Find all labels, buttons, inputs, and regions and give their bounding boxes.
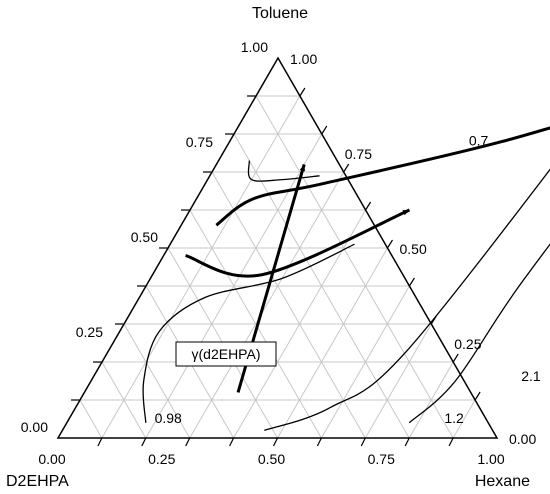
right-tick-label: 1.00	[290, 51, 317, 67]
grid-line	[101, 361, 147, 439]
trajectory-lines	[185, 126, 550, 393]
tick-mark	[185, 437, 191, 447]
grid-line	[277, 247, 388, 439]
grid-lines	[79, 95, 476, 439]
trajectory-line	[236, 163, 306, 393]
contour-label: 2.1	[521, 368, 541, 384]
right-tick-label: 0.00	[509, 431, 536, 447]
grid-line	[364, 323, 432, 439]
tick-mark	[430, 315, 437, 325]
series-label-box	[175, 341, 277, 367]
tick-mark	[272, 437, 279, 447]
tick-mark	[365, 201, 372, 211]
tick-mark	[404, 437, 410, 447]
contour-lines	[142, 160, 550, 432]
tick-mark	[316, 437, 322, 447]
grid-line	[189, 171, 345, 439]
contour-line	[408, 243, 550, 424]
trajectory-line	[215, 126, 550, 227]
tick-mark	[448, 437, 454, 447]
grid-line	[211, 171, 366, 439]
tick-mark	[452, 353, 459, 363]
grid-line	[123, 323, 191, 439]
contour-line	[142, 243, 355, 423]
right-tick-label: 0.50	[400, 241, 427, 257]
tick-labels: 0.00 0.25 0.50 0.75 1.00 1.00 0.75 0.50 0.25 0.00…	[21, 39, 537, 467]
grid-line	[408, 361, 454, 439]
left-tick-label: 1.00	[241, 39, 268, 55]
bottom-tick-label: 0.75	[368, 451, 395, 467]
contour-label: 1.2	[444, 410, 464, 426]
left-tick-label: 0.50	[131, 229, 158, 245]
vertex-label-right: Hexane	[475, 473, 530, 490]
trajectory-arrowhead	[402, 210, 410, 216]
bottom-tick-label: 1.00	[477, 451, 504, 467]
bottom-tick-label: 0.25	[148, 451, 175, 467]
grid-line	[452, 399, 476, 439]
tick-mark	[97, 437, 103, 447]
tick-mark	[360, 437, 366, 447]
bottom-tick-label: 0.50	[258, 451, 285, 467]
vertex-label-top: Toluene	[252, 5, 308, 22]
trajectory-line	[185, 208, 411, 278]
left-tick-label: 0.00	[21, 419, 48, 435]
left-tick-label: 0.25	[76, 324, 103, 340]
series-label: γ(d2EHPA)	[192, 346, 261, 362]
vertex-label-left: D2EHPA	[6, 473, 69, 490]
tick-mark	[343, 163, 350, 173]
contour-label: 0.98	[155, 410, 182, 426]
tick-mark	[321, 125, 328, 135]
grid-line	[255, 95, 454, 439]
tick-mark	[229, 437, 235, 447]
tick-mark	[141, 437, 147, 447]
trajectory-arrowhead	[299, 164, 306, 172]
grid-line	[320, 285, 410, 439]
right-tick-label: 0.25	[454, 336, 481, 352]
triangle-axes	[56, 56, 499, 447]
tick-mark	[408, 277, 415, 287]
tick-mark	[474, 391, 481, 401]
grid-line	[101, 95, 301, 439]
bottom-tick-label: 0.00	[38, 451, 65, 467]
right-tick-label: 0.75	[345, 146, 372, 162]
contour-line	[247, 160, 320, 182]
contour-label: 0.7	[469, 132, 489, 148]
tick-mark	[299, 87, 306, 97]
grid-line	[79, 399, 103, 439]
contour-labels: 0.7 0.98 1.2 2.1	[155, 132, 541, 425]
contour-line	[264, 168, 550, 432]
tick-mark	[386, 239, 394, 249]
left-tick-label: 0.75	[186, 134, 213, 150]
